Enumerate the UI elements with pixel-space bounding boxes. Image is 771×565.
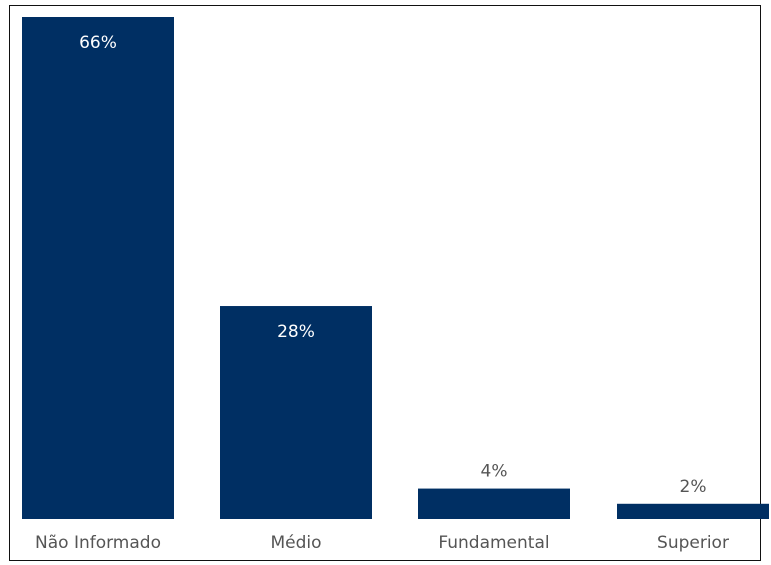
category-label-1: Não Informado [35,533,161,553]
bar-value-label-2: 28% [277,322,315,342]
bar-2 [220,306,372,519]
bar-1 [22,17,174,519]
value-labels-group: 66% 28% 4% 2% [79,33,706,497]
category-label-4: Superior [657,533,729,553]
bars-group [22,17,769,519]
category-labels-group: Não Informado Médio Fundamental Superior [35,533,729,553]
category-label-2: Médio [270,533,321,553]
bar-value-label-3: 4% [481,462,508,482]
bar-4 [617,503,769,519]
category-label-3: Fundamental [438,533,549,553]
bar-value-label-1: 66% [79,33,117,53]
bar-value-label-4: 2% [680,477,707,497]
bar-3 [418,488,570,519]
